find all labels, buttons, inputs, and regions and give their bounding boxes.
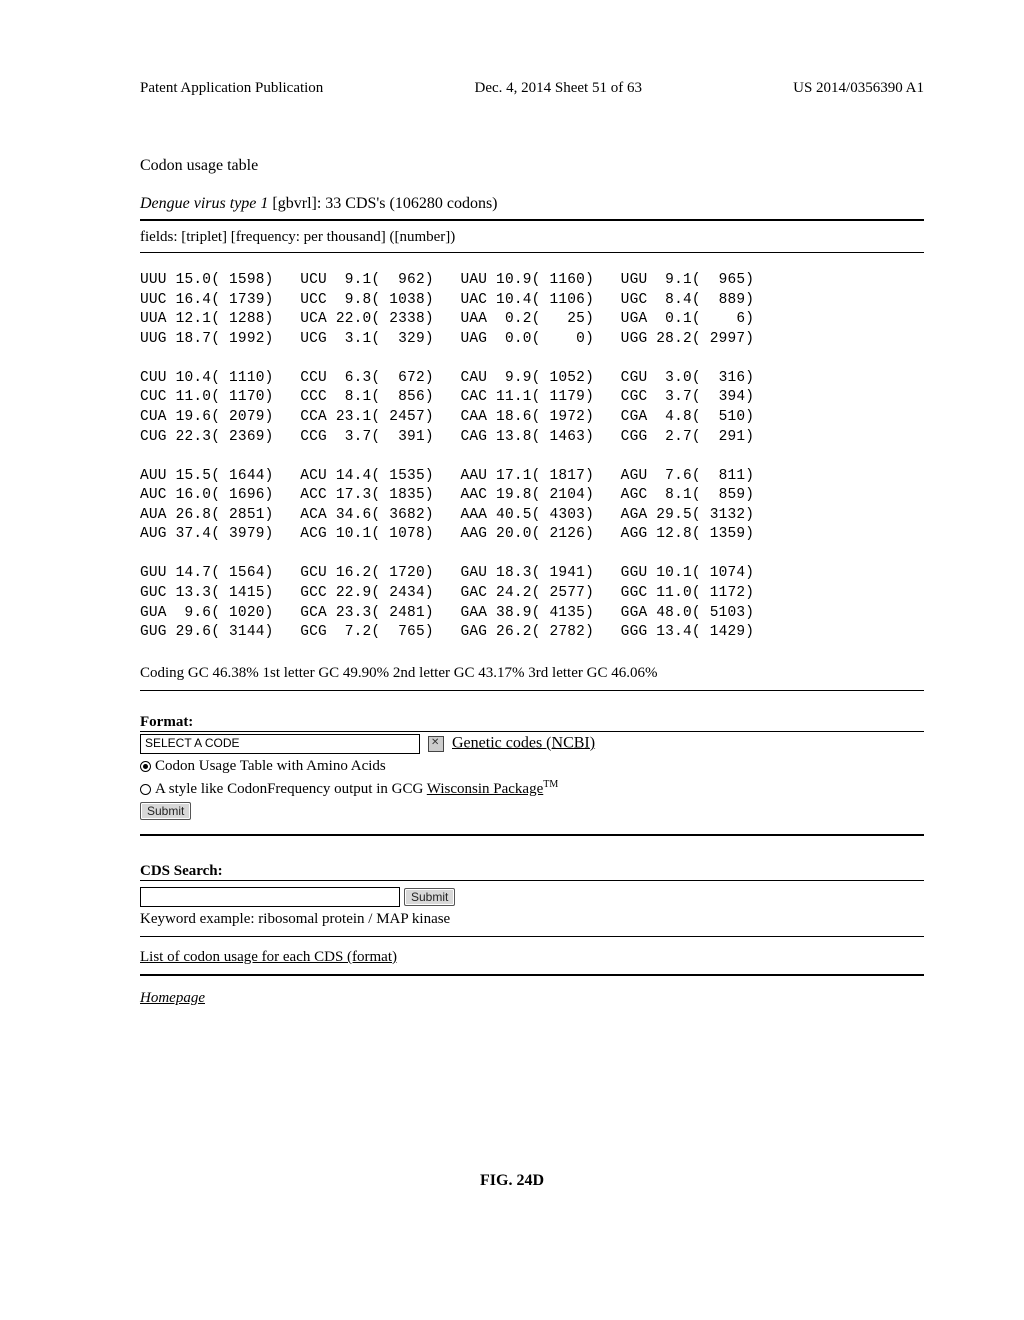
tm-mark: TM bbox=[543, 779, 558, 790]
cds-label: CDS Search: bbox=[140, 863, 223, 879]
page-header: Patent Application Publication Dec. 4, 2… bbox=[140, 80, 924, 97]
dropdown-icon[interactable] bbox=[428, 736, 444, 752]
species-name: Dengue virus type 1 bbox=[140, 195, 268, 212]
species-line: Dengue virus type 1 [gbvrl]: 33 CDS's (1… bbox=[140, 195, 924, 213]
divider bbox=[140, 690, 924, 691]
cds-search-block: CDS Search: Submit Keyword example: ribo… bbox=[140, 862, 924, 1007]
figure-label: FIG. 24D bbox=[0, 1172, 1024, 1190]
radio1-label: Codon Usage Table with Amino Acids bbox=[155, 758, 386, 774]
divider bbox=[140, 974, 924, 976]
list-codon-usage-link[interactable]: List of codon usage for each CDS (format… bbox=[140, 949, 924, 966]
format-block: Format: SELECT A CODE Genetic codes (NCB… bbox=[140, 713, 924, 820]
radio-icon[interactable] bbox=[140, 784, 151, 795]
cds-search-input[interactable] bbox=[140, 887, 400, 907]
header-right: US 2014/0356390 A1 bbox=[793, 80, 924, 97]
codon-usage-table: UUU 15.0( 1598) UCU 9.1( 962) UAU 10.9( … bbox=[140, 271, 924, 643]
radio-option-1[interactable]: Codon Usage Table with Amino Acids bbox=[140, 758, 924, 775]
format-submit-button[interactable]: Submit bbox=[140, 802, 191, 820]
format-select[interactable]: SELECT A CODE bbox=[140, 734, 420, 754]
divider bbox=[140, 936, 924, 937]
species-detail: [gbvrl]: 33 CDS's (106280 codons) bbox=[268, 195, 497, 212]
keyword-example: Keyword example: ribosomal protein / MAP… bbox=[140, 911, 924, 928]
divider bbox=[140, 731, 924, 732]
gc-summary: Coding GC 46.38% 1st letter GC 49.90% 2n… bbox=[140, 665, 924, 682]
section-title: Codon usage table bbox=[140, 157, 924, 175]
divider bbox=[140, 219, 924, 221]
format-label: Format: bbox=[140, 714, 193, 730]
divider bbox=[140, 880, 924, 881]
radio-icon[interactable] bbox=[140, 761, 151, 772]
radio-option-2[interactable]: A style like CodonFrequency output in GC… bbox=[140, 779, 924, 798]
cds-submit-button[interactable]: Submit bbox=[404, 888, 455, 906]
divider bbox=[140, 252, 924, 253]
genetic-codes-link[interactable]: Genetic codes (NCBI) bbox=[452, 734, 595, 751]
fields-legend: fields: [triplet] [frequency: per thousa… bbox=[140, 229, 924, 246]
radio2-prefix: A style like CodonFrequency output in GC… bbox=[155, 781, 427, 797]
header-center: Dec. 4, 2014 Sheet 51 of 63 bbox=[474, 80, 641, 97]
wisconsin-link[interactable]: Wisconsin Package bbox=[427, 781, 543, 797]
divider bbox=[140, 834, 924, 836]
homepage-link[interactable]: Homepage bbox=[140, 990, 924, 1007]
header-left: Patent Application Publication bbox=[140, 80, 323, 97]
